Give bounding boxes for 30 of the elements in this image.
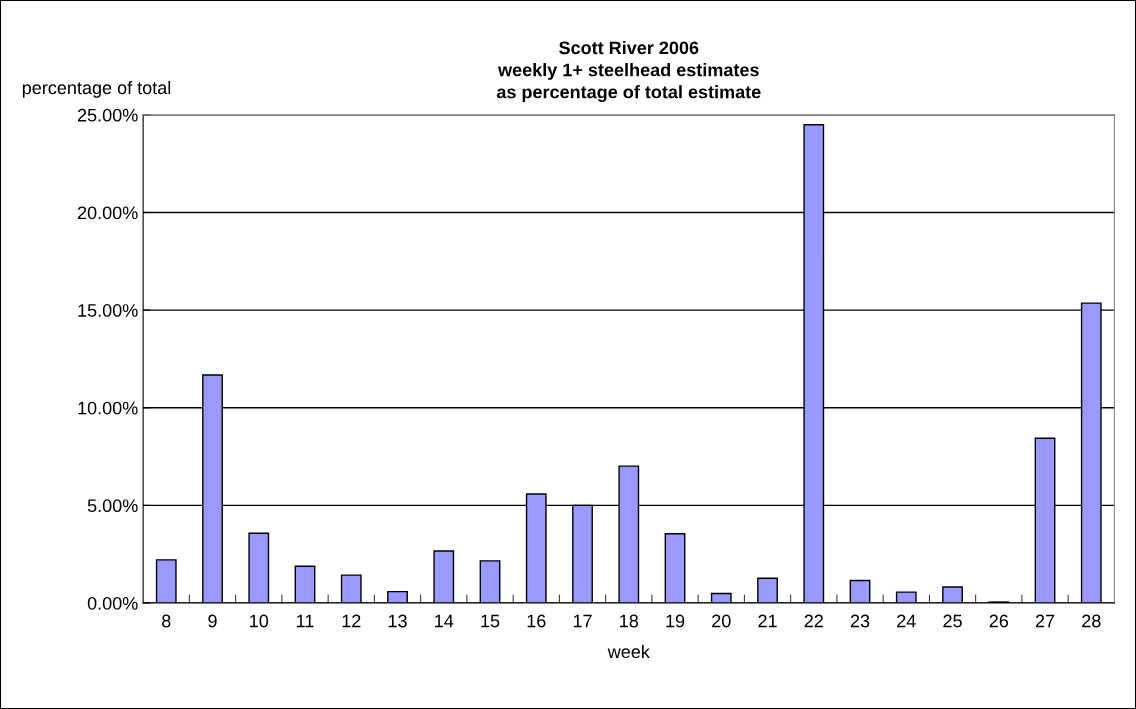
x-axis-title: week bbox=[607, 644, 650, 659]
x-tick-label: 12 bbox=[342, 614, 361, 628]
x-tick-label: 14 bbox=[435, 614, 454, 628]
y-tick-label: 10.00% bbox=[78, 401, 138, 415]
x-tick-label: 18 bbox=[620, 614, 639, 628]
chart-title: Scott River 2006 weekly 1+ steelhead estimates as percentage of total estimate bbox=[496, 40, 761, 103]
x-tick-label: 11 bbox=[297, 614, 314, 628]
x-tick-label: 26 bbox=[989, 614, 1009, 628]
x-tick-label: 27 bbox=[1035, 614, 1055, 628]
x-tick-label: 10 bbox=[250, 614, 269, 628]
y-axis-title: percentage of total bbox=[22, 80, 171, 98]
x-tick-label: 20 bbox=[712, 614, 731, 628]
x-tick-label: 28 bbox=[1082, 614, 1101, 628]
x-tick-label: 21 bbox=[758, 614, 777, 628]
x-tick-label: 25 bbox=[943, 614, 962, 628]
x-tick-label: 16 bbox=[527, 614, 546, 628]
x-tick-label: 9 bbox=[208, 614, 217, 628]
x-tick-label: 24 bbox=[897, 614, 916, 628]
x-tick-label: 23 bbox=[850, 614, 870, 628]
y-tick-label: 15.00% bbox=[78, 304, 138, 317]
x-tick-label: 13 bbox=[388, 614, 407, 628]
y-tick-label: 20.00% bbox=[77, 206, 138, 220]
y-tick-label: 5.00% bbox=[87, 499, 138, 513]
y-tick-label: 25.00% bbox=[77, 108, 138, 122]
x-tick-label: 15 bbox=[481, 614, 500, 628]
x-tick-label: 8 bbox=[162, 614, 171, 628]
x-tick-label: 22 bbox=[804, 614, 823, 628]
x-tick-label: 17 bbox=[573, 614, 592, 628]
x-tick-label: 19 bbox=[666, 614, 685, 628]
y-tick-label: 0.00% bbox=[87, 596, 138, 610]
